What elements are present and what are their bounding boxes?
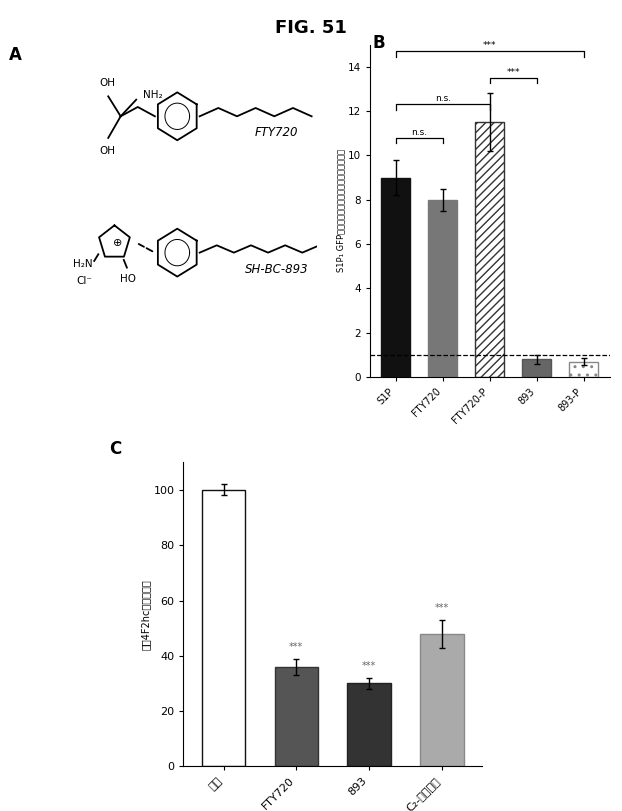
Text: FTY720: FTY720 xyxy=(255,127,299,139)
Bar xyxy=(274,667,318,766)
Text: OH: OH xyxy=(100,146,116,157)
Bar xyxy=(420,633,464,766)
Text: n.s.: n.s. xyxy=(435,94,451,103)
Bar xyxy=(522,359,551,377)
Text: OH: OH xyxy=(100,78,116,88)
Text: HO: HO xyxy=(121,274,136,284)
Text: H₂N: H₂N xyxy=(73,260,93,269)
Text: SH-BC-893: SH-BC-893 xyxy=(245,263,309,276)
Text: NH₂: NH₂ xyxy=(143,90,163,100)
Bar xyxy=(347,684,391,766)
Text: ***: *** xyxy=(362,661,376,671)
Text: ***: *** xyxy=(435,603,449,613)
Text: Cl⁻: Cl⁻ xyxy=(77,276,93,286)
Text: C: C xyxy=(109,440,121,458)
Y-axis label: S1P₁ GFP受容体活性（対照に対する倍数増加）: S1P₁ GFP受容体活性（対照に対する倍数増加） xyxy=(336,149,345,272)
Text: FIG. 51: FIG. 51 xyxy=(275,19,347,36)
Text: B: B xyxy=(373,33,385,52)
Y-axis label: 表面4F2hc（対照％）: 表面4F2hc（対照％） xyxy=(141,579,151,650)
Text: n.s.: n.s. xyxy=(411,127,427,136)
Bar xyxy=(569,362,598,377)
Text: ***: *** xyxy=(483,41,496,50)
Text: A: A xyxy=(9,46,22,64)
Text: ⊕: ⊕ xyxy=(113,238,123,247)
Text: ***: *** xyxy=(506,68,520,77)
Bar xyxy=(202,490,246,766)
Bar xyxy=(381,178,411,377)
Bar xyxy=(429,200,457,377)
Bar xyxy=(475,122,504,377)
Text: ***: *** xyxy=(289,642,304,652)
